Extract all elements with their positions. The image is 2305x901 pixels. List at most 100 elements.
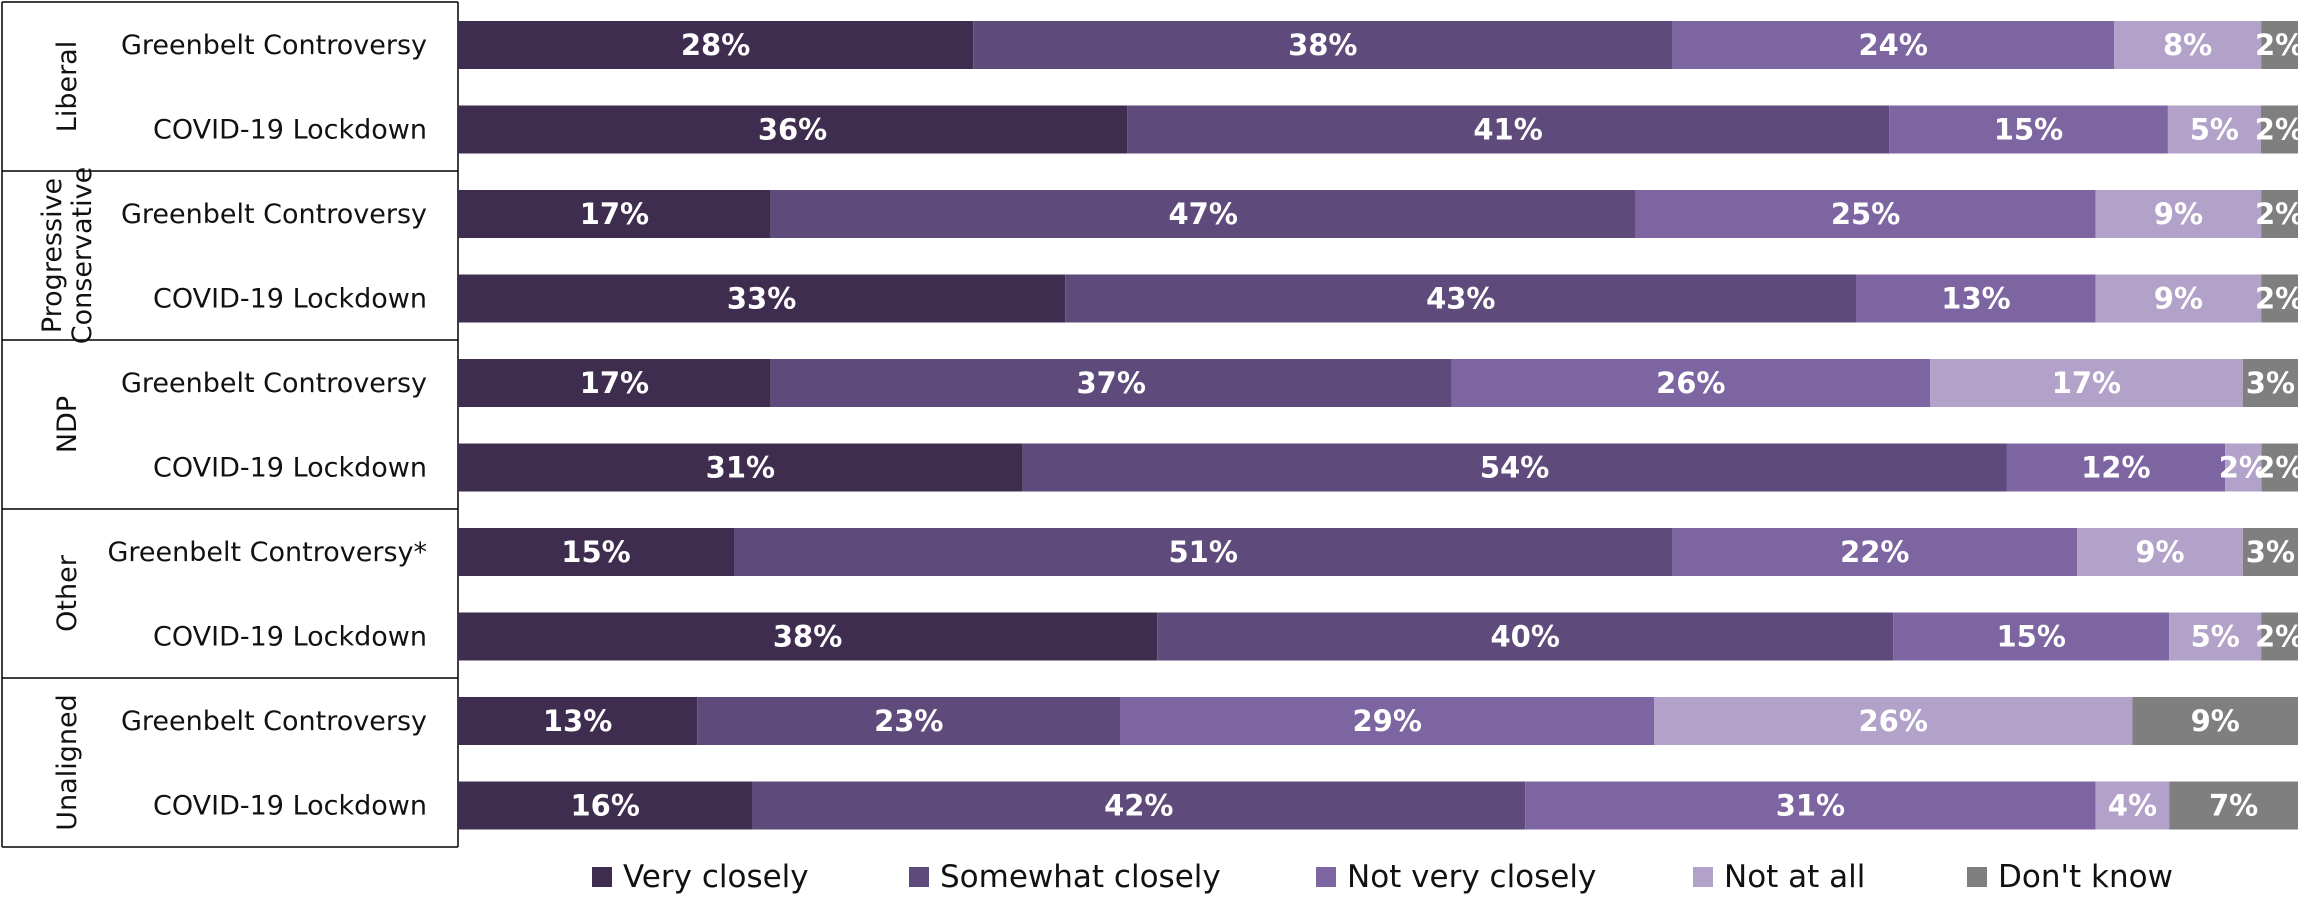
- category-label: Greenbelt Controversy: [121, 706, 427, 737]
- bar-segment: [458, 274, 1066, 323]
- data-label: 25%: [1831, 197, 1900, 231]
- bar-row: 31% 54% 12% 2%2%: [458, 443, 2304, 492]
- data-label: 13%: [1941, 282, 2010, 316]
- data-label: 36%: [758, 113, 827, 147]
- bar-segment: [1635, 190, 2096, 238]
- bar-segment: [2095, 190, 2262, 238]
- bar-row: 13% 23% 29% 26% 9%: [458, 697, 2298, 745]
- legend-item: Don't know: [1967, 859, 2173, 895]
- legend-label: Not very closely: [1347, 859, 1596, 895]
- bar-segment: [752, 781, 1526, 830]
- data-label: 43%: [1426, 282, 1495, 316]
- data-label: 2%: [2255, 620, 2304, 654]
- bar-segment: [2006, 443, 2226, 492]
- bar-segment: [458, 612, 1158, 661]
- data-label: 7%: [2209, 789, 2258, 823]
- data-label: 3%: [2246, 366, 2295, 400]
- bar-segment: [1654, 697, 2133, 745]
- data-label: 29%: [1352, 704, 1421, 738]
- category-label: Greenbelt Controversy: [121, 30, 427, 61]
- category-label: Greenbelt Controversy*: [107, 537, 427, 568]
- bar-segment: [1065, 274, 1857, 323]
- data-label: 8%: [2163, 28, 2212, 62]
- data-label: 15%: [1994, 113, 2063, 147]
- category-labels: Greenbelt Controversy COVID-19 Lockdown Gr…: [107, 30, 427, 822]
- bar-segment: [2095, 274, 2262, 323]
- bar-segment: [458, 781, 753, 830]
- bar-segment: [458, 190, 771, 238]
- bar-segment: [1127, 105, 1890, 154]
- legend-item: Not very closely: [1316, 859, 1596, 895]
- bar-segment: [2261, 443, 2298, 492]
- bar-segment: [1893, 612, 2170, 661]
- legend-item: Not at all: [1693, 859, 1865, 895]
- bar-segment: [734, 528, 1673, 576]
- group-label: Unaligned: [52, 694, 83, 830]
- bar-segment: [2261, 612, 2298, 661]
- legend-swatch: [1693, 867, 1713, 887]
- data-label: 23%: [874, 704, 943, 738]
- bar-segment: [1889, 105, 2168, 154]
- legend-item: Somewhat closely: [909, 859, 1221, 895]
- data-label: 5%: [2190, 113, 2239, 147]
- bar-segment: [973, 21, 1673, 69]
- data-label: 12%: [2081, 451, 2150, 485]
- bar-segment: [1451, 359, 1930, 407]
- legend-label: Not at all: [1724, 859, 1865, 895]
- bar-segment: [770, 359, 1452, 407]
- bar-segment: [2095, 781, 2170, 830]
- data-label: 9%: [2191, 704, 2240, 738]
- legend-swatch: [909, 867, 929, 887]
- data-label: 38%: [773, 620, 842, 654]
- bar-row: 38% 40% 15% 5% 2%: [458, 612, 2304, 661]
- group-labels: Liberal ProgressiveConservative NDP Other Un…: [37, 41, 98, 831]
- bar-row: 36% 41% 15% 5% 2%: [458, 105, 2304, 154]
- bar-segment: [458, 528, 734, 576]
- bar-segment: [2169, 781, 2298, 830]
- bar-segment: [2114, 21, 2262, 69]
- bar-row: 15% 51% 22% 9% 3%: [458, 528, 2298, 576]
- bar-row: 28% 38% 24% 8% 2%: [458, 21, 2304, 69]
- bar-segment: [2261, 190, 2298, 238]
- data-label: 2%: [2219, 451, 2268, 485]
- data-label: 2%: [2255, 451, 2304, 485]
- data-label: 31%: [1776, 789, 1845, 823]
- bar-segment: [2261, 274, 2298, 323]
- bar-segment: [1022, 443, 2007, 492]
- data-label: 9%: [2154, 197, 2203, 231]
- data-label: 2%: [2255, 197, 2304, 231]
- bar-segment: [1525, 781, 2096, 830]
- bar-segment: [458, 443, 1023, 492]
- data-label: 47%: [1168, 197, 1237, 231]
- data-label: 4%: [2108, 789, 2157, 823]
- data-label: 33%: [727, 282, 796, 316]
- bar-segment: [2167, 105, 2261, 154]
- bar-segment: [1930, 359, 2243, 407]
- data-label: 9%: [2135, 535, 2184, 569]
- bar-row: 17% 47% 25% 9% 2%: [458, 190, 2304, 238]
- data-label: 41%: [1473, 113, 1542, 147]
- category-label: COVID-19 Lockdown: [153, 284, 427, 315]
- legend-item: Very closely: [592, 859, 809, 895]
- bar-row: 33% 43% 13% 9% 2%: [458, 274, 2304, 323]
- data-label: 26%: [1858, 704, 1927, 738]
- bar-segment: [2132, 697, 2298, 745]
- data-label: 31%: [706, 451, 775, 485]
- bar-segment: [458, 105, 1128, 154]
- bar-row: 17% 37% 26% 17% 3%: [458, 359, 2298, 407]
- data-label: 15%: [1996, 620, 2065, 654]
- legend-label: Don't know: [1998, 859, 2173, 895]
- category-label: Greenbelt Controversy: [121, 199, 427, 230]
- data-label: 2%: [2255, 113, 2304, 147]
- bar-segment: [1856, 274, 2096, 323]
- group-label: ProgressiveConservative: [37, 167, 98, 344]
- legend-swatch: [1967, 867, 1987, 887]
- data-label: 2%: [2255, 28, 2304, 62]
- data-label: 17%: [580, 197, 649, 231]
- data-label: 54%: [1480, 451, 1549, 485]
- bar-segment: [2225, 443, 2262, 492]
- data-label: 9%: [2154, 282, 2203, 316]
- data-label: 40%: [1490, 620, 1559, 654]
- legend: Very closely Somewhat closely Not very clo…: [592, 859, 2173, 895]
